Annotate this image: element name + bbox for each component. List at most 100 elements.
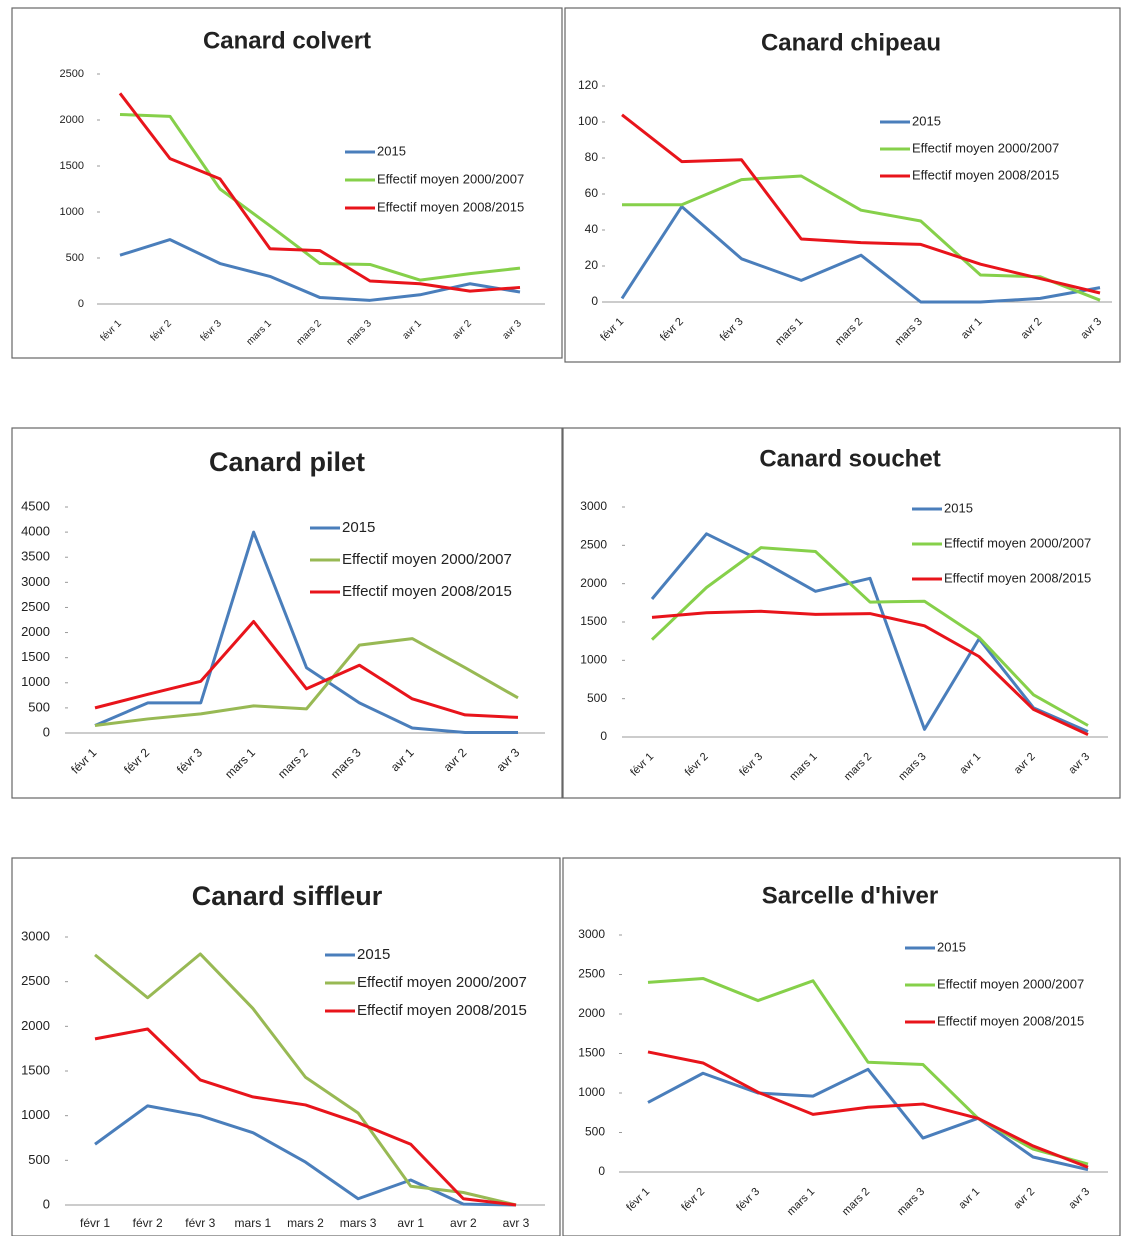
- legend-label: 2015: [377, 143, 406, 158]
- chart-title: Canard chipeau: [761, 29, 941, 56]
- y-tick-label: 1500: [578, 1046, 605, 1060]
- x-tick-label: févr 3: [199, 318, 225, 344]
- x-tick-label: févr 2: [149, 318, 175, 344]
- x-tick-label: mars 3: [328, 745, 364, 781]
- x-tick-label: févr 1: [68, 745, 99, 776]
- y-tick-label: 3000: [21, 928, 50, 943]
- y-tick-label: 2000: [60, 114, 84, 126]
- chart-title: Canard colvert: [203, 27, 371, 54]
- x-tick-label: févr 1: [628, 751, 656, 779]
- y-tick-label: 1000: [578, 1085, 605, 1099]
- y-tick-label: 120: [578, 78, 598, 92]
- x-tick-label: avr 2: [450, 1216, 477, 1230]
- legend-label: Effectif moyen 2000/2007: [342, 551, 512, 568]
- x-tick-label: mars 2: [842, 751, 874, 783]
- legend-label: 2015: [357, 946, 390, 963]
- y-tick-label: 500: [28, 699, 50, 714]
- series-line: [94, 1027, 517, 1207]
- x-tick-label: avr 3: [1066, 751, 1092, 777]
- y-tick-label: 60: [585, 186, 599, 200]
- series-line: [647, 1067, 1089, 1172]
- y-tick-label: 100: [578, 114, 598, 128]
- x-tick-label: févr 3: [185, 1216, 215, 1230]
- x-tick-label: févr 2: [133, 1216, 163, 1230]
- x-tick-label: avr 2: [441, 745, 470, 774]
- y-tick-label: 0: [600, 729, 607, 743]
- series-line: [620, 205, 1101, 304]
- y-tick-label: 3500: [21, 549, 50, 564]
- panel-frame: [11, 857, 561, 1236]
- x-tick-label: mars 2: [287, 1216, 324, 1230]
- series-line: [119, 238, 521, 302]
- panel-frame: [562, 427, 1121, 799]
- series-line: [651, 609, 1089, 737]
- legend-label: Effectif moyen 2008/2015: [912, 167, 1059, 182]
- y-tick-label: 3000: [578, 927, 605, 941]
- y-tick-label: 3000: [21, 574, 50, 589]
- y-tick-label: 1500: [580, 614, 607, 628]
- x-tick-label: mars 1: [222, 745, 258, 781]
- x-tick-label: avr 3: [1078, 316, 1104, 342]
- x-tick-label: févr 3: [718, 316, 746, 344]
- legend-label: Effectif moyen 2000/2007: [937, 976, 1084, 991]
- y-tick-label: 2500: [21, 973, 50, 988]
- x-tick-label: avr 2: [1012, 751, 1038, 777]
- x-tick-label: févr 3: [174, 745, 205, 776]
- panel-frame: [11, 427, 563, 799]
- chart-title: Sarcelle d'hiver: [762, 882, 938, 909]
- y-tick-label: 0: [43, 1196, 50, 1211]
- y-tick-label: 80: [585, 150, 599, 164]
- y-tick-label: 2500: [580, 538, 607, 552]
- legend-label: Effectif moyen 2000/2007: [912, 140, 1059, 155]
- y-tick-label: 2000: [580, 576, 607, 590]
- y-tick-label: 0: [78, 298, 84, 310]
- x-tick-label: févr 1: [99, 318, 125, 344]
- y-tick-label: 500: [585, 1125, 605, 1139]
- x-tick-label: avr 3: [1066, 1186, 1092, 1212]
- y-tick-label: 2500: [60, 68, 84, 80]
- x-tick-label: avr 1: [957, 751, 983, 777]
- y-tick-label: 40: [585, 222, 599, 236]
- y-tick-label: 1500: [21, 649, 50, 664]
- series-line: [94, 1104, 517, 1207]
- legend-label: 2015: [937, 939, 966, 954]
- series-line: [94, 530, 518, 734]
- series-line: [94, 952, 517, 1207]
- series-line: [118, 92, 521, 293]
- x-tick-label: mars 1: [785, 1186, 817, 1218]
- x-tick-label: avr 1: [959, 316, 985, 342]
- legend-label: Effectif moyen 2000/2007: [377, 171, 524, 186]
- x-tick-label: mars 3: [896, 751, 928, 783]
- y-tick-label: 0: [591, 294, 598, 308]
- y-tick-label: 2500: [21, 599, 50, 614]
- legend-label: 2015: [912, 113, 941, 128]
- y-tick-label: 2000: [578, 1006, 605, 1020]
- series-line: [621, 113, 1101, 295]
- x-tick-label: févr 1: [598, 316, 626, 344]
- y-tick-label: 2500: [578, 967, 605, 981]
- panel-frame: [562, 857, 1121, 1236]
- x-tick-label: févr 3: [737, 751, 765, 779]
- y-tick-label: 4000: [21, 524, 50, 539]
- x-tick-label: févr 3: [734, 1186, 762, 1214]
- legend-label: Effectif moyen 2000/2007: [944, 535, 1091, 550]
- y-tick-label: 0: [598, 1164, 605, 1178]
- y-tick-label: 3000: [580, 499, 607, 513]
- x-tick-label: févr 2: [121, 745, 152, 776]
- series-line: [647, 1050, 1089, 1169]
- x-tick-label: mars 3: [893, 316, 925, 348]
- y-tick-label: 500: [28, 1152, 50, 1167]
- y-tick-label: 1000: [21, 674, 50, 689]
- x-tick-label: mars 3: [895, 1186, 927, 1218]
- y-tick-label: 20: [585, 258, 599, 272]
- x-tick-label: mars 1: [235, 1216, 272, 1230]
- x-tick-label: avr 1: [956, 1186, 982, 1212]
- x-tick-label: mars 3: [345, 318, 375, 348]
- series-line: [647, 976, 1089, 1166]
- x-tick-label: mars 1: [787, 751, 819, 783]
- x-tick-label: mars 2: [840, 1186, 872, 1218]
- panel-frame: [564, 7, 1121, 363]
- chart-title: Canard pilet: [209, 447, 365, 477]
- legend-label: Effectif moyen 2008/2015: [937, 1013, 1084, 1028]
